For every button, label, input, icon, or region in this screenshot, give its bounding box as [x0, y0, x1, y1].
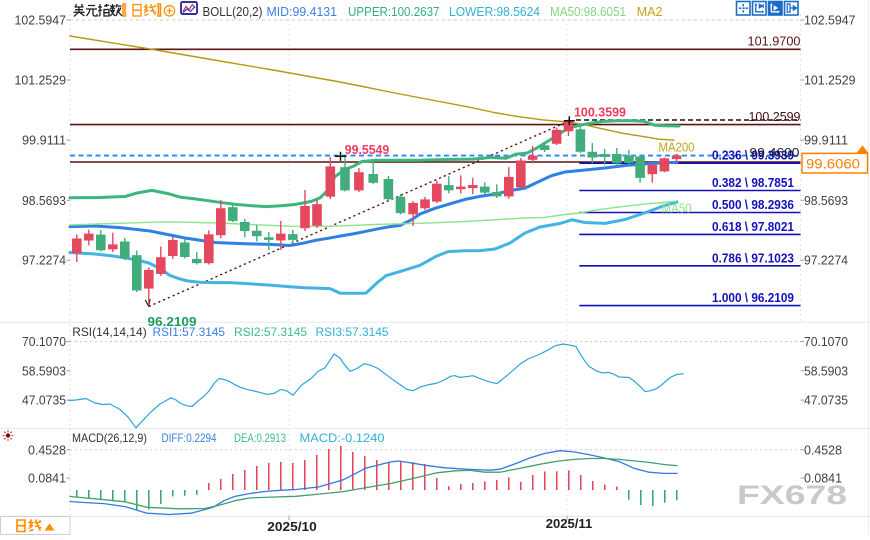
- svg-text:UPPER:100.2637: UPPER:100.2637: [348, 5, 440, 19]
- svg-text:0.618 \ 97.8021: 0.618 \ 97.8021: [712, 220, 794, 234]
- svg-text:LOWER:98.5624: LOWER:98.5624: [449, 5, 540, 19]
- svg-text:1.000 \ 96.2109: 1.000 \ 96.2109: [712, 291, 794, 305]
- svg-text:RSI2:57.3145: RSI2:57.3145: [234, 325, 307, 339]
- svg-text:2025/11: 2025/11: [546, 516, 593, 531]
- svg-text:101.2529: 101.2529: [15, 73, 67, 88]
- svg-text:RSI1:57.3145: RSI1:57.3145: [153, 325, 226, 339]
- svg-text:97.2274: 97.2274: [804, 253, 848, 268]
- svg-text:102.5947: 102.5947: [804, 13, 856, 28]
- svg-text:100.3599: 100.3599: [574, 105, 626, 120]
- svg-text:DIFF:0.2294: DIFF:0.2294: [162, 431, 217, 445]
- svg-text:0.4528: 0.4528: [28, 442, 66, 457]
- svg-text:MACD(26,12,9): MACD(26,12,9): [72, 431, 147, 445]
- svg-text:47.0735: 47.0735: [22, 393, 66, 408]
- svg-text:47.0735: 47.0735: [804, 393, 848, 408]
- svg-text:99.6060: 99.6060: [806, 157, 860, 172]
- svg-text:MACD:-0.1240: MACD:-0.1240: [300, 431, 385, 445]
- svg-text:58.5903: 58.5903: [804, 363, 848, 378]
- svg-text:0.236 \ 99.3939: 0.236 \ 99.3939: [712, 149, 794, 163]
- svg-text:RSI(14,14,14): RSI(14,14,14): [72, 325, 147, 339]
- svg-text:58.5903: 58.5903: [22, 363, 66, 378]
- svg-text:MA200: MA200: [659, 140, 695, 155]
- svg-text:MA2: MA2: [637, 4, 663, 19]
- svg-text:98.5693: 98.5693: [22, 193, 66, 208]
- svg-text:MID:99.4131: MID:99.4131: [267, 5, 338, 19]
- svg-text:99.9111: 99.9111: [804, 133, 848, 148]
- svg-text:99.5549: 99.5549: [345, 142, 390, 157]
- svg-text:97.2274: 97.2274: [22, 253, 66, 268]
- svg-text:100.2599: 100.2599: [749, 109, 801, 124]
- svg-text:2025/10: 2025/10: [267, 519, 317, 534]
- svg-text:102.5947: 102.5947: [15, 13, 67, 28]
- svg-text:0.382 \ 98.7851: 0.382 \ 98.7851: [712, 176, 794, 190]
- svg-text:70.1070: 70.1070: [22, 334, 66, 349]
- svg-text:0.786 \ 97.1023: 0.786 \ 97.1023: [712, 251, 794, 265]
- svg-text:70.1070: 70.1070: [804, 334, 848, 349]
- svg-text:0.0841: 0.0841: [28, 471, 66, 486]
- svg-text:FX678: FX678: [737, 480, 847, 510]
- svg-text:0.500 \ 98.2936: 0.500 \ 98.2936: [712, 198, 794, 212]
- svg-text:MA50:98.6051: MA50:98.6051: [550, 5, 626, 19]
- svg-text:101.9700: 101.9700: [748, 34, 801, 49]
- svg-text:RSI3:57.3145: RSI3:57.3145: [316, 325, 389, 339]
- svg-text:BOLL(20,2): BOLL(20,2): [203, 5, 263, 19]
- svg-text:0.4528: 0.4528: [804, 442, 842, 457]
- svg-text:99.4600: 99.4600: [750, 145, 800, 160]
- svg-text:99.9111: 99.9111: [22, 133, 66, 148]
- svg-text:DEA:0.2913: DEA:0.2913: [234, 431, 286, 445]
- svg-text:96.2109: 96.2109: [148, 315, 197, 329]
- svg-text:98.5693: 98.5693: [804, 193, 848, 208]
- svg-text:MA50: MA50: [662, 202, 692, 216]
- svg-text:0.0841: 0.0841: [804, 471, 842, 486]
- svg-text:101.2529: 101.2529: [804, 73, 856, 88]
